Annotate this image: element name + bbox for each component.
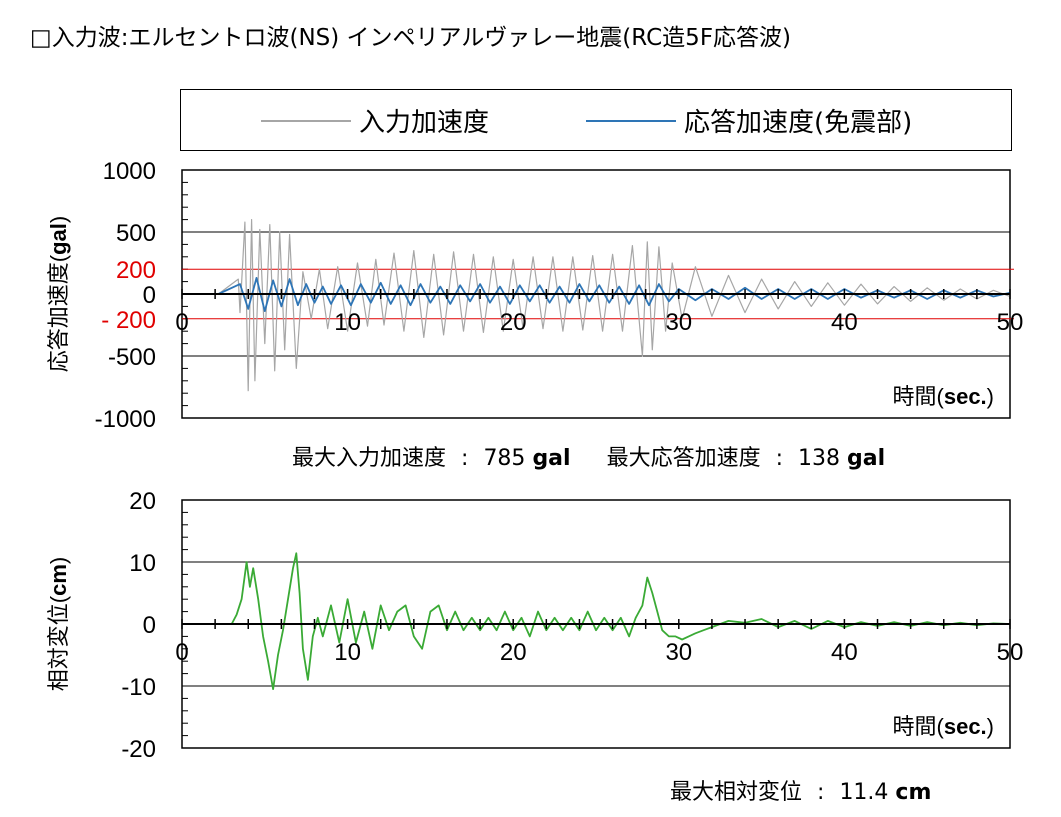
threshold-tick-label: - 200 [101, 307, 156, 334]
x-axis-label: 時間(sec.) [893, 714, 994, 739]
x-tick-label: 50 [997, 309, 1024, 336]
series-line-1 [182, 552, 1011, 690]
max-input-unit: gal [532, 446, 571, 471]
x-tick-label: 0 [175, 309, 188, 336]
y-axis-label: 相対変位(cm) [46, 557, 71, 691]
y-tick-label: 1000 [103, 158, 156, 185]
y-tick-label: -10 [121, 674, 156, 701]
max-response-unit: gal [847, 446, 886, 471]
chart-title: □入力波:エルセントロ波(NS) インペリアルヴァレー地震(RC造5F応答波) [30, 25, 792, 51]
x-tick-label: 40 [831, 309, 858, 336]
displacement-chart: 0 10 20 30 40 50 20 10 0 -10 -20 時間(sec.) 相対変位(cm) [46, 488, 1024, 763]
max-input-label: 最大入力加速度 [292, 446, 447, 471]
max-disp-label: 最大相対変位 [670, 780, 803, 805]
series-line-1 [218, 219, 1011, 392]
legend-swatch-response [586, 119, 676, 122]
y-tick-label: -20 [121, 736, 156, 763]
legend-item-response: 応答加速度(免震部) [586, 102, 912, 139]
x-tick-label: 10 [334, 639, 361, 666]
x-tick-label: 0 [175, 639, 188, 666]
max-response-label: 最大応答加速度 [606, 446, 761, 471]
legend-swatch-input [261, 119, 351, 122]
separator: : [775, 446, 784, 471]
max-response-value: 138 [798, 446, 841, 471]
y-tick-label: 20 [129, 488, 156, 515]
x-tick-label: 20 [500, 639, 527, 666]
x-axis-label: 時間(sec.) [893, 384, 994, 409]
legend-item-input: 入力加速度 [261, 102, 489, 139]
y-tick-label: 500 [116, 220, 156, 247]
y-axis-label: 応答加速度(gal) [46, 216, 71, 372]
legend: 入力加速度 応答加速度(免震部) [180, 89, 1012, 151]
y-tick-label: -500 [108, 344, 156, 371]
y-tick-label: 0 [143, 612, 156, 639]
max-disp-unit: cm [895, 780, 932, 805]
separator: : [461, 446, 469, 471]
x-tick-label: 20 [500, 309, 527, 336]
threshold-tick-label: 200 [116, 257, 156, 284]
x-tick-label: 50 [997, 639, 1024, 666]
max-displacement-summary: 最大相対変位 : 11.4 cm [670, 774, 931, 806]
y-tick-label: -1000 [95, 406, 156, 433]
x-tick-label: 10 [334, 309, 361, 336]
max-input-value: 785 [483, 446, 526, 471]
y-tick-label: 10 [129, 550, 156, 577]
x-tick-label: 30 [665, 639, 692, 666]
max-acceleration-summary: 最大入力加速度 : 785 gal 最大応答加速度 : 138 gal [292, 440, 885, 472]
max-disp-value: 11.4 [839, 780, 889, 805]
y-tick-label: 0 [143, 282, 156, 309]
x-tick-label: 30 [665, 309, 692, 336]
x-tick-label: 40 [831, 639, 858, 666]
legend-label-response: 応答加速度(免震部) [684, 108, 913, 138]
separator: : [817, 780, 825, 805]
acceleration-chart: 0 10 20 30 40 50 1000 500 0 -500 -1000 200 - 200 時間(s… [46, 158, 1024, 433]
legend-label-input: 入力加速度 [359, 108, 490, 138]
